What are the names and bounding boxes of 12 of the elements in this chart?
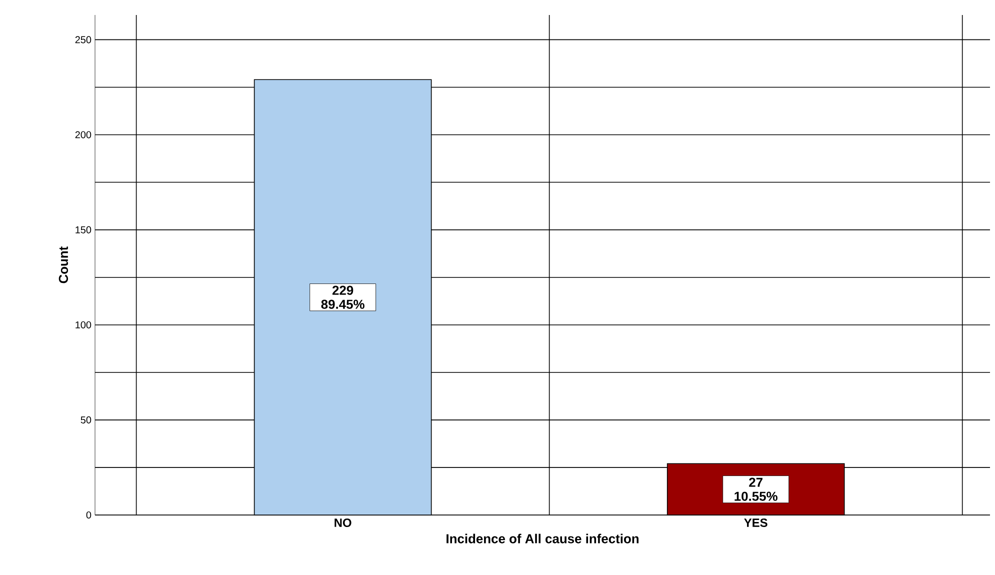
y-tick-label: 150 [76,226,92,234]
y-tick-label: 0 [86,511,92,519]
y-tick-label: 250 [75,36,92,44]
y-tick-label: 200 [75,131,92,138]
y-axis-title: Count [58,246,68,284]
x-axis-title: Incidence of All cause infection [446,534,639,544]
x-tick-label: NO [334,518,352,527]
y-tick-label: 50 [80,416,92,424]
data-label: 27 10.55% [734,478,778,501]
y-tick-label: 100 [76,321,92,328]
data-label: 229 89.45% [321,286,364,309]
x-tick-label: YES [744,518,768,527]
